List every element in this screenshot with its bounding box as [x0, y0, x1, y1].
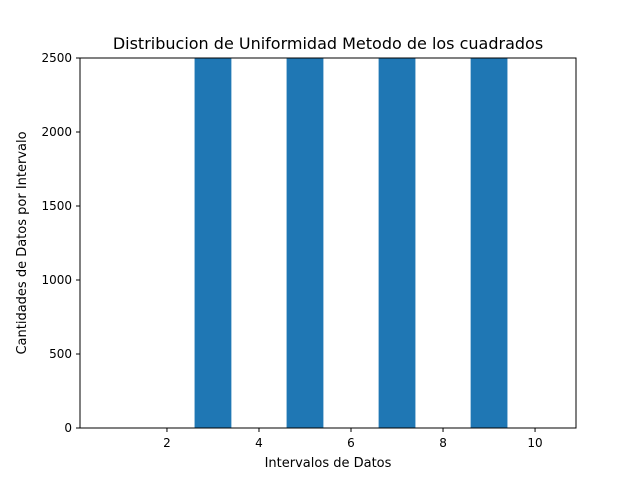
y-tick-label: 0 [64, 421, 72, 435]
x-tick-label: 4 [255, 436, 263, 450]
y-axis-label: Cantidades de Datos por Intervalo [15, 131, 30, 354]
y-tick-label: 2000 [41, 125, 72, 139]
bars-group [194, 58, 508, 428]
bar [378, 58, 416, 428]
x-tick-label: 10 [527, 436, 542, 450]
x-axis: 2 4 6 8 10 [163, 428, 543, 450]
y-axis: 0 500 1000 1500 2000 2500 [41, 51, 80, 435]
bar [194, 58, 232, 428]
x-axis-label: Intervalos de Datos [265, 456, 392, 471]
plot-frame [79, 57, 577, 429]
x-tick-label: 6 [347, 436, 355, 450]
x-tick-label: 2 [163, 436, 171, 450]
chart-title: Distribucion de Uniformidad Metodo de lo… [113, 34, 543, 53]
y-tick-label: 2500 [41, 51, 72, 65]
y-tick-label: 1500 [41, 199, 72, 213]
bar [470, 58, 508, 428]
x-tick-label: 8 [439, 436, 447, 450]
bar [286, 58, 324, 428]
y-tick-label: 1000 [41, 273, 72, 287]
y-tick-label: 500 [49, 347, 72, 361]
